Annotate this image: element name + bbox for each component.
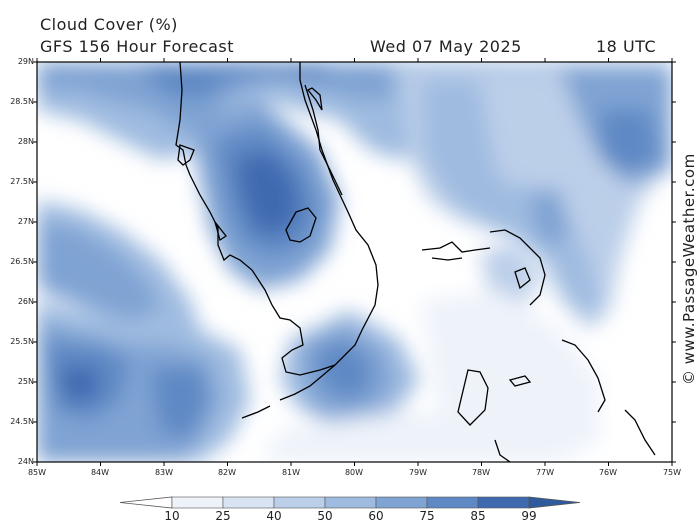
lat-label-26.5n: 26.5N <box>10 257 34 266</box>
lat-label-25.5n: 25.5N <box>10 337 34 346</box>
lat-label-27.5n: 27.5N <box>10 177 34 186</box>
lat-label-28.5n: 28.5N <box>10 97 34 106</box>
lat-label-29n: 29N <box>17 57 34 66</box>
colorbar-bin <box>375 496 428 509</box>
lat-label-24n: 24N <box>17 457 34 466</box>
forecast-date: Wed 07 May 2025 <box>370 37 522 56</box>
lon-label-79w: 79W <box>408 468 428 477</box>
colorbar-bin <box>171 496 224 509</box>
colorbar <box>119 496 581 509</box>
legend-tick-85: 85 <box>470 509 486 523</box>
colorbar-bin <box>273 496 326 509</box>
colorbar-bin <box>477 496 530 509</box>
colorbar-bin <box>222 496 275 509</box>
lat-label-25n: 25N <box>17 377 34 386</box>
colorbar-arrow-right <box>528 496 581 509</box>
lat-label-27n: 27N <box>17 217 34 226</box>
cloud-field <box>37 62 672 462</box>
legend-tick-25: 25 <box>215 509 231 523</box>
lon-label-81w: 81W <box>281 468 301 477</box>
lat-label-24.5n: 24.5N <box>10 417 34 426</box>
colorbar-bin <box>426 496 479 509</box>
site-credit: © www.PassageWeather.com <box>680 153 698 385</box>
lat-label-28n: 28N <box>17 137 34 146</box>
axis-ticks <box>33 58 676 466</box>
lon-label-85w: 85W <box>27 468 47 477</box>
forecast-time: 18 UTC <box>596 37 657 56</box>
lon-label-80w: 80W <box>344 468 364 477</box>
lon-label-84w: 84W <box>90 468 110 477</box>
legend-tick-60: 60 <box>368 509 384 523</box>
lat-label-26n: 26N <box>17 297 34 306</box>
legend-tick-99: 99 <box>521 509 537 523</box>
lon-label-77w: 77W <box>535 468 555 477</box>
lon-label-82w: 82W <box>217 468 237 477</box>
legend-tick-10: 10 <box>164 509 180 523</box>
legend-tick-50: 50 <box>317 509 333 523</box>
lon-label-83w: 83W <box>154 468 174 477</box>
colorbar-bin <box>324 496 377 509</box>
model-forecast-label: GFS 156 Hour Forecast <box>40 37 235 56</box>
lon-label-76w: 76W <box>598 468 618 477</box>
map-title: Cloud Cover (%) <box>40 15 178 34</box>
lon-label-78w: 78W <box>471 468 491 477</box>
lon-label-75w: 75W <box>662 468 682 477</box>
coastline <box>175 62 656 462</box>
legend-tick-40: 40 <box>266 509 282 523</box>
legend-tick-75: 75 <box>419 509 435 523</box>
colorbar-arrow-left <box>119 496 173 509</box>
